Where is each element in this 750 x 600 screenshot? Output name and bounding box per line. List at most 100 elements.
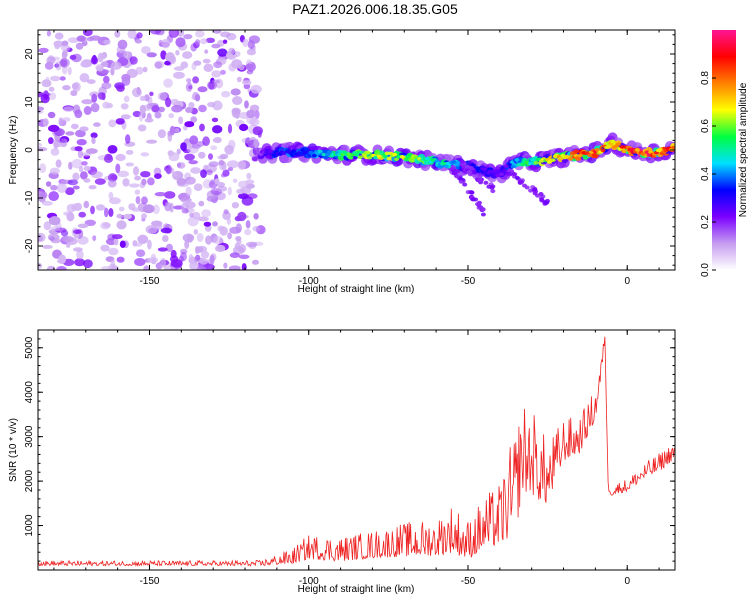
- spectrogram-noise-blob: [46, 30, 52, 37]
- spectrogram-noise-blob: [101, 266, 114, 270]
- spectrogram-noise-blob: [66, 203, 76, 213]
- spectrogram-noise-blob: [45, 76, 50, 85]
- spectrogram-noise-blob: [167, 55, 176, 63]
- spectrogram-noise-blob: [157, 129, 166, 139]
- spectrogram-noise-blob: [144, 94, 150, 102]
- spectrogram-noise-blob: [48, 191, 59, 202]
- spectrogram-noise-blob: [107, 145, 118, 154]
- spectrogram-ridge-blob: [577, 153, 583, 158]
- spectrogram-noise-blob: [234, 242, 241, 250]
- spectrogram-noise-blob: [180, 142, 188, 152]
- spectrogram-noise-blob: [246, 172, 252, 180]
- spectrogram-branch-blob: [519, 179, 525, 184]
- spectrogram-noise-blob: [139, 95, 146, 101]
- spectrogram-noise-blob: [115, 118, 125, 125]
- spectrogram-noise-blob: [141, 213, 147, 220]
- spectrogram-ridge-blob: [568, 157, 573, 161]
- spectrogram-noise-blob: [91, 136, 96, 145]
- spectrogram-noise-blob: [220, 173, 227, 178]
- spectrogram-ridge-blob: [302, 150, 308, 155]
- spectrogram-noise-blob: [46, 265, 56, 270]
- spectrogram-noise-blob: [70, 90, 78, 97]
- spectrogram-noise-blob: [236, 188, 245, 195]
- spectrogram-noise-blob: [83, 165, 91, 172]
- spectrogram-noise-blob: [141, 178, 147, 186]
- spectrogram-noise-blob: [76, 35, 86, 42]
- spectrogram-noise-blob: [217, 185, 228, 192]
- spectrogram-noise-blob: [254, 110, 260, 119]
- spectrogram-noise-blob: [242, 38, 249, 48]
- snr-x-ticks: -150 -100 -50 0: [53, 330, 660, 587]
- spectrogram-noise-blob: [62, 235, 74, 243]
- spectrogram-noise-blob: [182, 51, 193, 59]
- spectrogram-noise-blob: [42, 244, 53, 249]
- spectrogram-branch-blob: [528, 188, 534, 193]
- spectrogram-noise-blob: [38, 47, 49, 54]
- spectrogram-branch-blob: [506, 168, 512, 173]
- y-tick-label: 3000: [24, 425, 35, 448]
- spectrogram-noise-blob: [59, 57, 70, 68]
- spectrogram-noise-blob: [50, 148, 60, 156]
- spectrogram-noise-blob: [163, 78, 173, 88]
- y-tick-label: 5000: [24, 336, 35, 359]
- spectrogram-noise-blob: [59, 76, 66, 81]
- spectrogram-noise-blob: [133, 166, 139, 176]
- spectrogram-noise-blob: [246, 109, 256, 119]
- spectrogram-ridge-blob: [657, 147, 663, 152]
- spectrogram-noise-blob: [235, 223, 242, 234]
- spectrogram-noise-blob: [95, 204, 106, 211]
- spectrogram-noise-blob: [108, 191, 114, 200]
- spectrogram-noise-blob: [67, 66, 72, 76]
- spectrogram-noise-blob: [154, 61, 163, 69]
- spectrogram-noise-blob: [202, 136, 210, 147]
- spectrogram-noise-blob: [191, 62, 197, 71]
- spectrogram-ridge-blob: [355, 150, 361, 154]
- spectrogram-noise-blob: [77, 149, 83, 159]
- spectrogram-noise-blob: [237, 160, 246, 170]
- spectrogram-noise-blob: [232, 96, 243, 105]
- spectrogram-noise-blob: [142, 204, 155, 214]
- spectrogram-branch-blob: [451, 168, 457, 173]
- spectrogram-noise-blob: [48, 137, 54, 145]
- spectrogram-noise-blob: [38, 262, 43, 269]
- spectrogram-noise-blob: [207, 101, 216, 108]
- spectrogram-noise-blob: [46, 56, 56, 65]
- spectrogram-ridge-blob: [533, 161, 539, 165]
- spectrogram-noise-blob: [217, 48, 228, 57]
- spectrogram-noise-blob: [71, 158, 83, 169]
- spectrogram-ridge-blob: [424, 156, 430, 161]
- spectrogram-noise-blob: [238, 243, 247, 253]
- spectrogram-noise-blob: [211, 79, 221, 84]
- spectrogram-ridge-blob: [323, 149, 329, 154]
- spectrogram-noise-blob: [123, 51, 132, 59]
- spectrogram-noise-blob: [120, 103, 129, 110]
- spectrogram-ridge-blob: [382, 154, 388, 159]
- spectrogram-noise-blob: [195, 39, 201, 45]
- snr-series-line: [38, 336, 675, 567]
- spectrogram-noise-blob: [138, 112, 144, 122]
- spectrogram-branch-blob: [469, 190, 475, 195]
- spectrogram-ridge-blob: [357, 155, 363, 159]
- spectrogram-noise-blob: [220, 69, 226, 75]
- colorbar-tick-label: 0.4: [700, 167, 711, 181]
- spectrogram-ridge-blob: [443, 164, 449, 169]
- spectrogram-noise-blob: [200, 169, 207, 179]
- spectrogram-ridge-blob: [646, 153, 652, 157]
- spectrogram-noise-blob: [183, 34, 193, 40]
- spectrogram-noise-blob: [203, 221, 212, 227]
- spectrogram-branch-blob: [472, 170, 478, 175]
- x-tick-label: 0: [624, 576, 630, 587]
- spectrogram-noise-blob: [119, 206, 125, 212]
- spectrogram-noise-blob: [232, 178, 238, 183]
- spectrogram-noise-blob: [208, 153, 213, 160]
- x-tick-label: -150: [139, 276, 159, 287]
- spectrogram-noise-blob: [154, 192, 167, 197]
- spectrogram-noise-blob: [134, 39, 142, 44]
- spectrogram-ridge-blob: [600, 148, 606, 153]
- spectrogram-noise-blob: [47, 111, 56, 119]
- spectrogram-noise-blob: [199, 123, 205, 132]
- spectrogram-noise-blob: [197, 86, 208, 93]
- spectrogram-noise-blob: [116, 213, 123, 219]
- spectrogram-noise-blob: [219, 226, 228, 236]
- spectrogram-noise-blob: [74, 258, 86, 267]
